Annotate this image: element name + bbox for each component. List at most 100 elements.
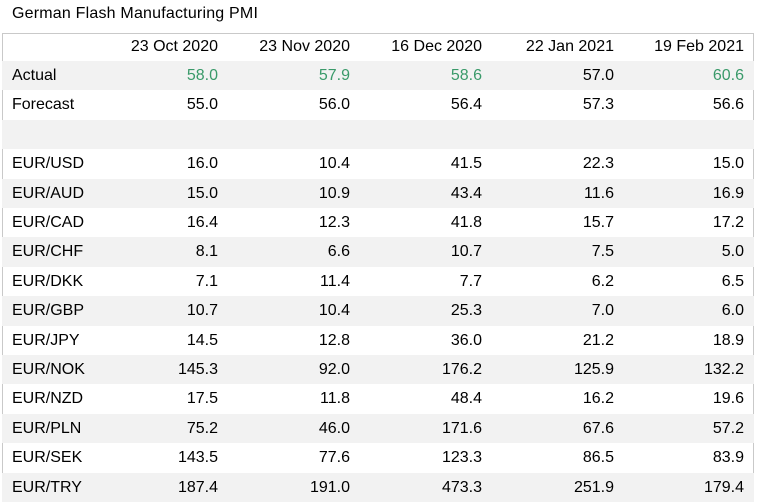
row-label: EUR/TRY (2, 472, 98, 503)
column-header-date: 19 Feb 2021 (654, 38, 744, 55)
row-label: Forecast (12, 96, 75, 114)
table-cell: 57.0 (492, 61, 624, 91)
table-cell: 41.8 (450, 214, 482, 232)
table-cell: 132.2 (624, 355, 754, 385)
table-cell: 57.3 (582, 96, 614, 114)
table-cell: 6.2 (591, 272, 614, 290)
table-cell: 67.6 (492, 413, 624, 444)
table-cell: 56.0 (318, 96, 350, 114)
table-cell: 17.2 (712, 214, 744, 232)
table-row: EUR/TRY 187.4 191.0 473.3 251.9 179.4 (2, 472, 754, 503)
table-cell: 41.5 (450, 155, 482, 173)
table-cell: 86.5 (582, 449, 614, 467)
row-label: EUR/AUD (2, 178, 98, 209)
table-cell: 8.1 (98, 237, 228, 267)
table-cell: 57.2 (624, 413, 754, 444)
table-cell (492, 119, 624, 150)
row-label: EUR/GBP (2, 296, 98, 326)
table-row-spacer (2, 119, 754, 150)
table-cell: 12.8 (318, 331, 350, 349)
table-row: EUR/CHF 8.1 6.6 10.7 7.5 5.0 (2, 237, 754, 267)
table-cell: 7.0 (492, 296, 624, 326)
row-label: EUR/JPY (12, 331, 80, 349)
table-row: EUR/PLN 75.2 46.0 171.6 67.6 57.2 (2, 413, 754, 444)
table-cell: 7.5 (492, 237, 624, 267)
table-cell: 25.3 (360, 296, 492, 326)
table-cell: 14.5 (186, 331, 218, 349)
table-cell: 179.4 (624, 472, 754, 503)
table-cell: 176.2 (360, 355, 492, 385)
table-cell: 6.0 (624, 296, 754, 326)
table-cell: 19.6 (712, 390, 744, 408)
row-label (2, 119, 98, 150)
table-cell: 16.4 (186, 214, 218, 232)
row-label: Actual (2, 61, 98, 91)
table-cell: 6.5 (721, 272, 744, 290)
table-cell: 7.1 (195, 272, 218, 290)
table-cell: 56.6 (712, 96, 744, 114)
table-cell: 11.8 (320, 390, 350, 408)
table-cell: 92.0 (228, 355, 360, 385)
table-cell: 187.4 (98, 472, 228, 503)
table-cell: 46.0 (228, 413, 360, 444)
table-row: EUR/SEK 143.5 77.6 123.3 86.5 83.9 (2, 443, 754, 472)
table-row: EUR/USD 16.0 10.4 41.5 22.3 15.0 (2, 149, 754, 178)
table-cell (98, 119, 228, 150)
table-cell: 22.3 (582, 155, 614, 173)
table-cell: 43.4 (360, 178, 492, 209)
table-cell: 123.3 (441, 449, 482, 467)
table-row: EUR/AUD 15.0 10.9 43.4 11.6 16.9 (2, 178, 754, 209)
table-row: EUR/NOK 145.3 92.0 176.2 125.9 132.2 (2, 355, 754, 385)
table-cell: 16.9 (624, 178, 754, 209)
row-label: EUR/USD (12, 155, 85, 173)
table-cell: 125.9 (492, 355, 624, 385)
table-cell: 58.6 (360, 61, 492, 91)
table-cell: 473.3 (360, 472, 492, 503)
table-cell: 10.4 (318, 155, 350, 173)
table-cell: 12.3 (318, 214, 350, 232)
table-cell: 11.4 (320, 272, 350, 290)
table-cell: 15.0 (98, 178, 228, 209)
row-label: EUR/DKK (12, 272, 84, 290)
table-cell (228, 119, 360, 150)
table-row: EUR/DKK 7.1 11.4 7.7 6.2 6.5 (2, 267, 754, 296)
table-cell: 10.9 (228, 178, 360, 209)
table-cell: 15.7 (582, 214, 614, 232)
table-cell: 55.0 (186, 96, 218, 114)
table-row: EUR/JPY 14.5 12.8 36.0 21.2 18.9 (2, 326, 754, 355)
column-header-date: 23 Oct 2020 (130, 38, 218, 55)
table-cell: 77.6 (318, 449, 350, 467)
table-cell: 17.5 (186, 390, 218, 408)
table-cell: 191.0 (228, 472, 360, 503)
table-cell (360, 119, 492, 150)
table-cell: 6.6 (228, 237, 360, 267)
table-cell (624, 119, 754, 150)
table-cell: 171.6 (360, 413, 492, 444)
table-cell: 5.0 (624, 237, 754, 267)
table-cell: 11.6 (492, 178, 624, 209)
column-header-label (2, 33, 98, 61)
table-cell: 18.9 (712, 331, 744, 349)
table-cell: 7.7 (459, 272, 482, 290)
table-row: EUR/NZD 17.5 11.8 48.4 16.2 19.6 (2, 384, 754, 413)
table-cell: 251.9 (492, 472, 624, 503)
table-cell: 16.0 (186, 155, 218, 173)
table-cell: 60.6 (624, 61, 754, 91)
table-cell: 10.7 (98, 296, 228, 326)
table-cell: 58.0 (98, 61, 228, 91)
table-cell: 21.2 (582, 331, 614, 349)
page-title: German Flash Manufacturing PMI (12, 5, 259, 22)
table-row: EUR/GBP 10.7 10.4 25.3 7.0 6.0 (2, 296, 754, 326)
table-cell: 10.7 (360, 237, 492, 267)
table-cell: 36.0 (450, 331, 482, 349)
row-label: EUR/NOK (2, 355, 98, 385)
table-cell: 143.5 (177, 449, 218, 467)
row-label: EUR/CAD (12, 214, 85, 232)
column-header-date: 22 Jan 2021 (525, 38, 614, 55)
row-label: EUR/CHF (2, 237, 98, 267)
row-label: EUR/PLN (2, 413, 98, 444)
table-cell: 145.3 (98, 355, 228, 385)
pmi-table: 23 Oct 2020 23 Nov 2020 16 Dec 2020 22 J… (2, 33, 754, 503)
table-cell: 57.9 (228, 61, 360, 91)
table-cell: 10.4 (228, 296, 360, 326)
